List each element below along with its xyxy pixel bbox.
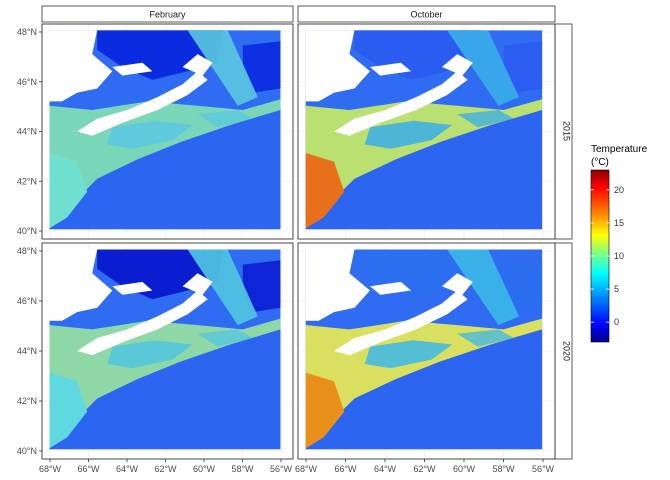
map-panel-february-2020 bbox=[41, 242, 294, 460]
land-cape-breton bbox=[441, 54, 473, 76]
y-tick-label: 48°N bbox=[17, 246, 37, 256]
x-axis-labels: 68°W 66°W 64°W 62°W 60°W 58°W 56°W 68°W 66°W 64°W… bbox=[39, 459, 555, 474]
y-tick-label: 44°N bbox=[17, 127, 37, 137]
y-tick-label: 40°N bbox=[17, 446, 37, 456]
sst-field bbox=[49, 249, 281, 450]
x-tick-label: 62°W bbox=[413, 464, 436, 474]
bank-patch bbox=[107, 340, 193, 369]
panel-border bbox=[297, 23, 556, 240]
sst-field bbox=[305, 249, 543, 450]
land-new-brunswick bbox=[305, 249, 370, 321]
shelf-water bbox=[305, 99, 543, 227]
legend-tick-label: 5 bbox=[614, 284, 619, 294]
slope-water bbox=[49, 329, 281, 450]
bank-patch bbox=[197, 110, 253, 128]
map-panel-february-2015 bbox=[41, 23, 294, 240]
newfoundland-waters bbox=[503, 41, 543, 93]
slope-water bbox=[305, 329, 543, 450]
bank-patch bbox=[457, 329, 514, 347]
slope-water bbox=[49, 110, 281, 230]
laurentian-channel bbox=[187, 249, 258, 326]
legend-title-line1: Temperature bbox=[591, 144, 648, 155]
x-tick-label: 58°W bbox=[492, 464, 515, 474]
legend-tick-label: 15 bbox=[614, 218, 624, 228]
x-tick-label: 62°W bbox=[154, 464, 177, 474]
legend-tick-label: 10 bbox=[614, 251, 624, 261]
newfoundland-waters bbox=[242, 41, 281, 93]
y-tick-label: 48°N bbox=[17, 27, 37, 37]
newfoundland-waters bbox=[503, 260, 543, 313]
x-tick-label: 60°W bbox=[453, 464, 476, 474]
laurentian-channel bbox=[447, 30, 519, 106]
x-tick-label: 60°W bbox=[193, 464, 216, 474]
land-nova-scotia bbox=[334, 290, 468, 356]
y-tick-label: 42°N bbox=[17, 176, 37, 186]
temperature-legend: Temperature (°C) 20 15 10 5 0 bbox=[590, 144, 648, 343]
land-cape-breton bbox=[182, 54, 213, 76]
land-pei bbox=[112, 62, 153, 76]
strip-label-february: February bbox=[149, 10, 186, 20]
gulf-of-maine-water bbox=[49, 372, 88, 449]
strip-label-october: October bbox=[410, 10, 442, 20]
x-tick-label: 58°W bbox=[231, 464, 254, 474]
x-tick-label: 68°W bbox=[39, 464, 62, 474]
y-tick-label: 44°N bbox=[17, 346, 37, 356]
land-new-brunswick bbox=[49, 30, 113, 102]
gulf-of-maine-water bbox=[49, 153, 88, 229]
legend-ticks: 20 15 10 5 0 bbox=[591, 185, 624, 327]
x-tick-label: 64°W bbox=[116, 464, 139, 474]
y-tick-label: 42°N bbox=[17, 396, 37, 406]
y-tick-label: 46°N bbox=[17, 77, 37, 87]
bank-patch bbox=[457, 110, 514, 128]
laurentian-channel bbox=[447, 249, 519, 326]
gulf-of-maine-water bbox=[305, 372, 345, 449]
shelf-water bbox=[305, 318, 543, 446]
land-nova-scotia bbox=[77, 71, 208, 136]
strip-october bbox=[297, 5, 556, 23]
legend-tick-label: 20 bbox=[614, 185, 624, 195]
x-tick-label: 66°W bbox=[334, 464, 357, 474]
y-tick-label: 40°N bbox=[17, 226, 37, 236]
slope-water bbox=[305, 110, 543, 230]
land-nova-scotia bbox=[77, 290, 208, 356]
land-pei bbox=[370, 281, 412, 295]
shelf-water bbox=[49, 99, 281, 227]
land-cape-breton bbox=[182, 273, 213, 295]
bank-patch bbox=[364, 340, 453, 369]
x-tick-label: 56°W bbox=[270, 464, 293, 474]
x-tick-label: 68°W bbox=[295, 464, 318, 474]
map-panel-october-2020 bbox=[297, 242, 556, 460]
land-nova-scotia bbox=[334, 71, 468, 136]
legend-title-line2: (°C) bbox=[591, 157, 609, 168]
bank-patch bbox=[107, 120, 193, 149]
laurentian-channel bbox=[187, 30, 258, 106]
bank-patch bbox=[197, 329, 253, 347]
bank-patch bbox=[364, 120, 453, 149]
y-tick-label: 46°N bbox=[17, 296, 37, 306]
gulf-of-maine-water bbox=[305, 153, 345, 229]
land-new-brunswick bbox=[305, 30, 370, 102]
newfoundland-waters bbox=[242, 260, 281, 313]
sst-field bbox=[305, 30, 543, 230]
panel-border bbox=[297, 242, 556, 460]
strip-label-2020: 2020 bbox=[562, 341, 572, 361]
strip-february bbox=[41, 5, 294, 23]
land-cape-breton bbox=[441, 273, 473, 295]
x-tick-label: 56°W bbox=[532, 464, 555, 474]
legend-tick-label: 0 bbox=[614, 317, 619, 327]
map-panels bbox=[41, 23, 556, 460]
land-pei bbox=[370, 62, 412, 76]
x-tick-label: 66°W bbox=[77, 464, 100, 474]
land-new-brunswick bbox=[49, 249, 113, 321]
y-axis-labels: 48°N 46°N 44°N 42°N 40°N 48°N 46°N 44°N 42°N 40°N bbox=[17, 27, 42, 456]
map-panel-october-2015 bbox=[297, 23, 556, 240]
column-strips: February October bbox=[41, 5, 556, 23]
x-tick-label: 64°W bbox=[374, 464, 397, 474]
sst-field bbox=[49, 30, 281, 230]
row-strips: 2015 2020 bbox=[554, 23, 573, 460]
land-pei bbox=[112, 281, 153, 295]
shelf-water bbox=[49, 318, 281, 446]
strip-label-2015: 2015 bbox=[562, 121, 572, 141]
